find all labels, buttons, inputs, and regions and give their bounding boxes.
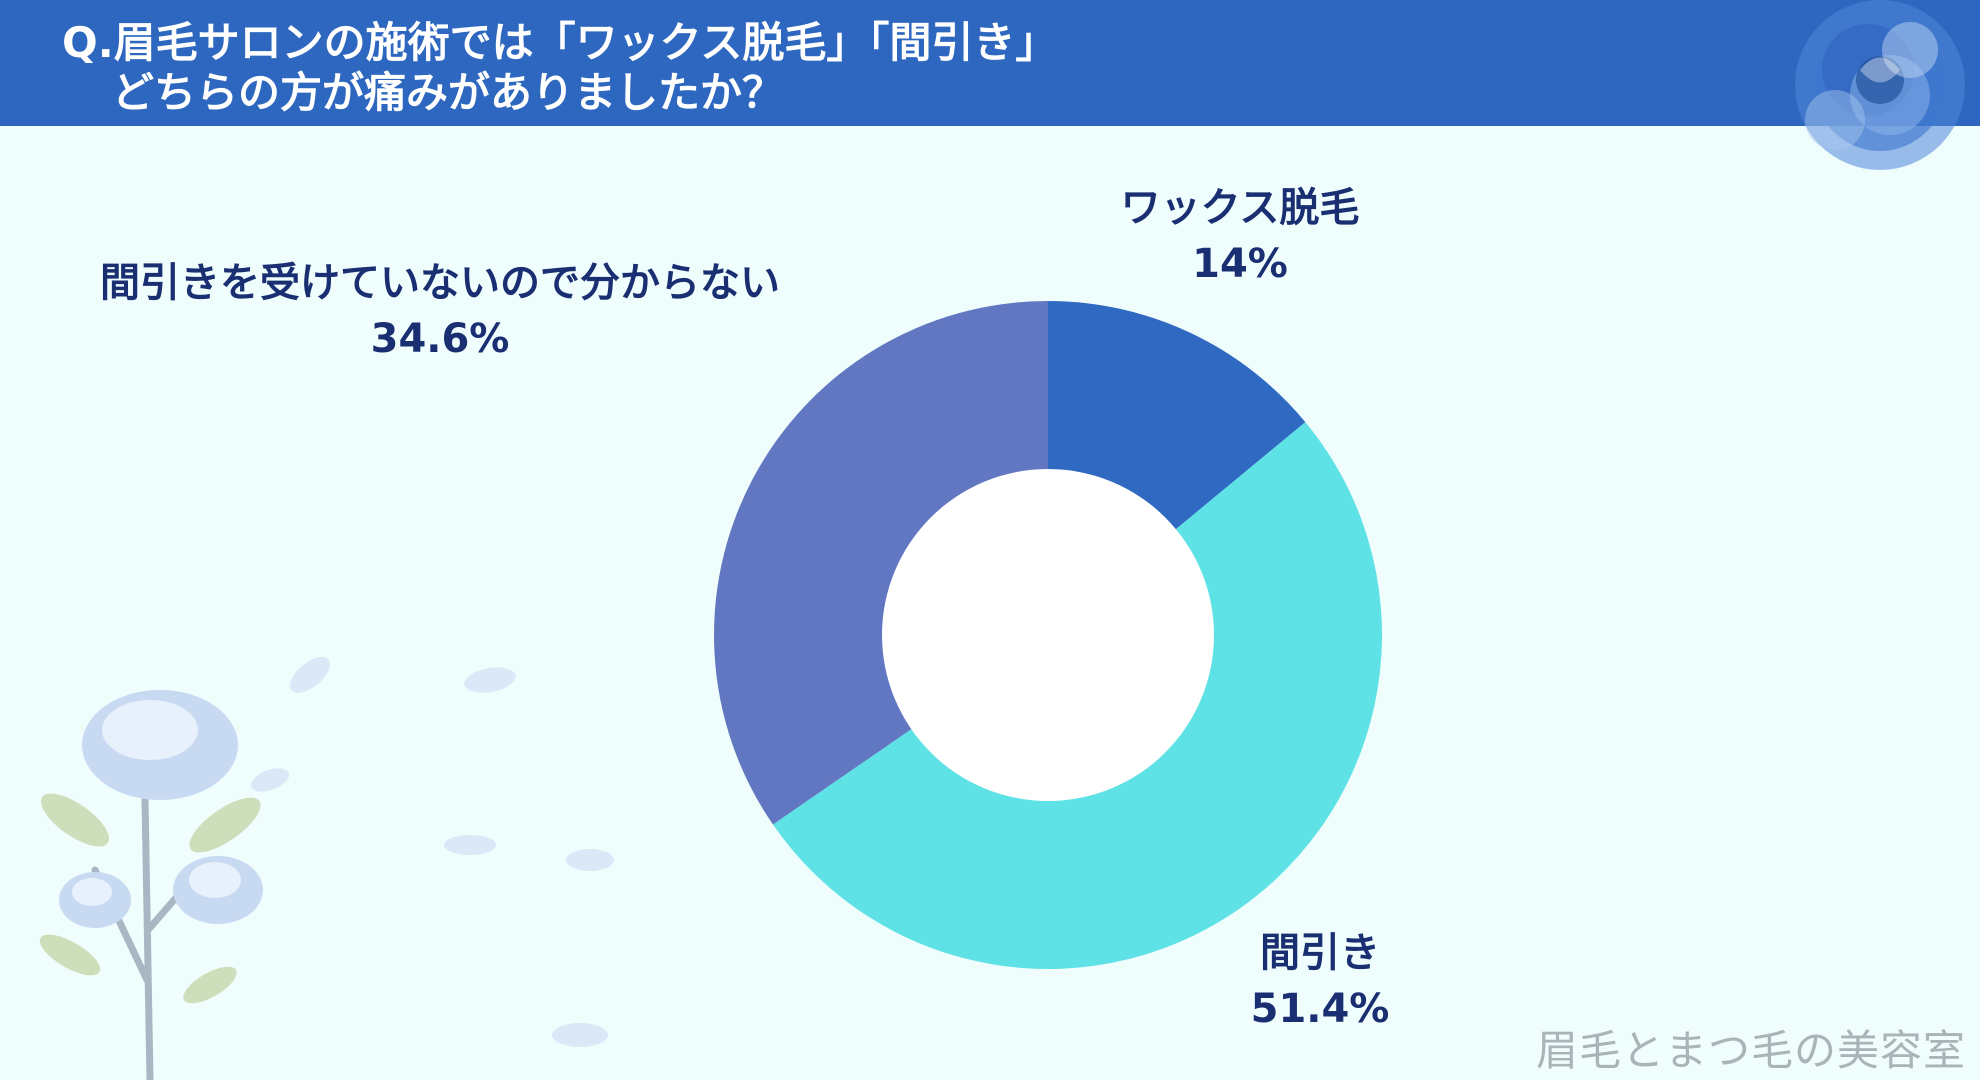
donut-hole	[882, 469, 1214, 801]
watermark: 眉毛とまつ毛の美容室	[1535, 1026, 1966, 1075]
slice-label-mabiki: 間引き 51.4%	[1160, 925, 1480, 1037]
blue-rose-decoration	[1795, 0, 1965, 170]
title-line-2: どちらの方が痛みがありましたか？	[112, 68, 785, 117]
slice-label-unknown: 間引きを受けていないので分からない 34.6%	[50, 255, 830, 367]
title-line-1: Q.眉毛サロンの施術では「ワックス脱毛」「間引き」	[62, 18, 1058, 67]
donut-slice-3	[713, 301, 1048, 825]
slice-label-unknown-value: 34.6%	[370, 316, 510, 362]
slice-label-wax: ワックス脱毛 14%	[1080, 180, 1400, 292]
slice-label-wax-value: 14%	[1192, 241, 1288, 287]
slice-label-wax-name: ワックス脱毛	[1120, 185, 1360, 231]
slice-label-unknown-name: 間引きを受けていないので分からない	[100, 260, 780, 306]
rose-illustration	[39, 657, 614, 1080]
donut-slices	[713, 301, 1382, 969]
page-title: Q.眉毛サロンの施術では「ワックス脱毛」「間引き」 どちらの方が痛みがありました…	[62, 18, 1057, 118]
slice-label-mabiki-name: 間引き	[1260, 930, 1380, 976]
header-bar: Q.眉毛サロンの施術では「ワックス脱毛」「間引き」 どちらの方が痛みがありました…	[0, 0, 1980, 126]
slice-label-mabiki-value: 51.4%	[1250, 986, 1390, 1032]
